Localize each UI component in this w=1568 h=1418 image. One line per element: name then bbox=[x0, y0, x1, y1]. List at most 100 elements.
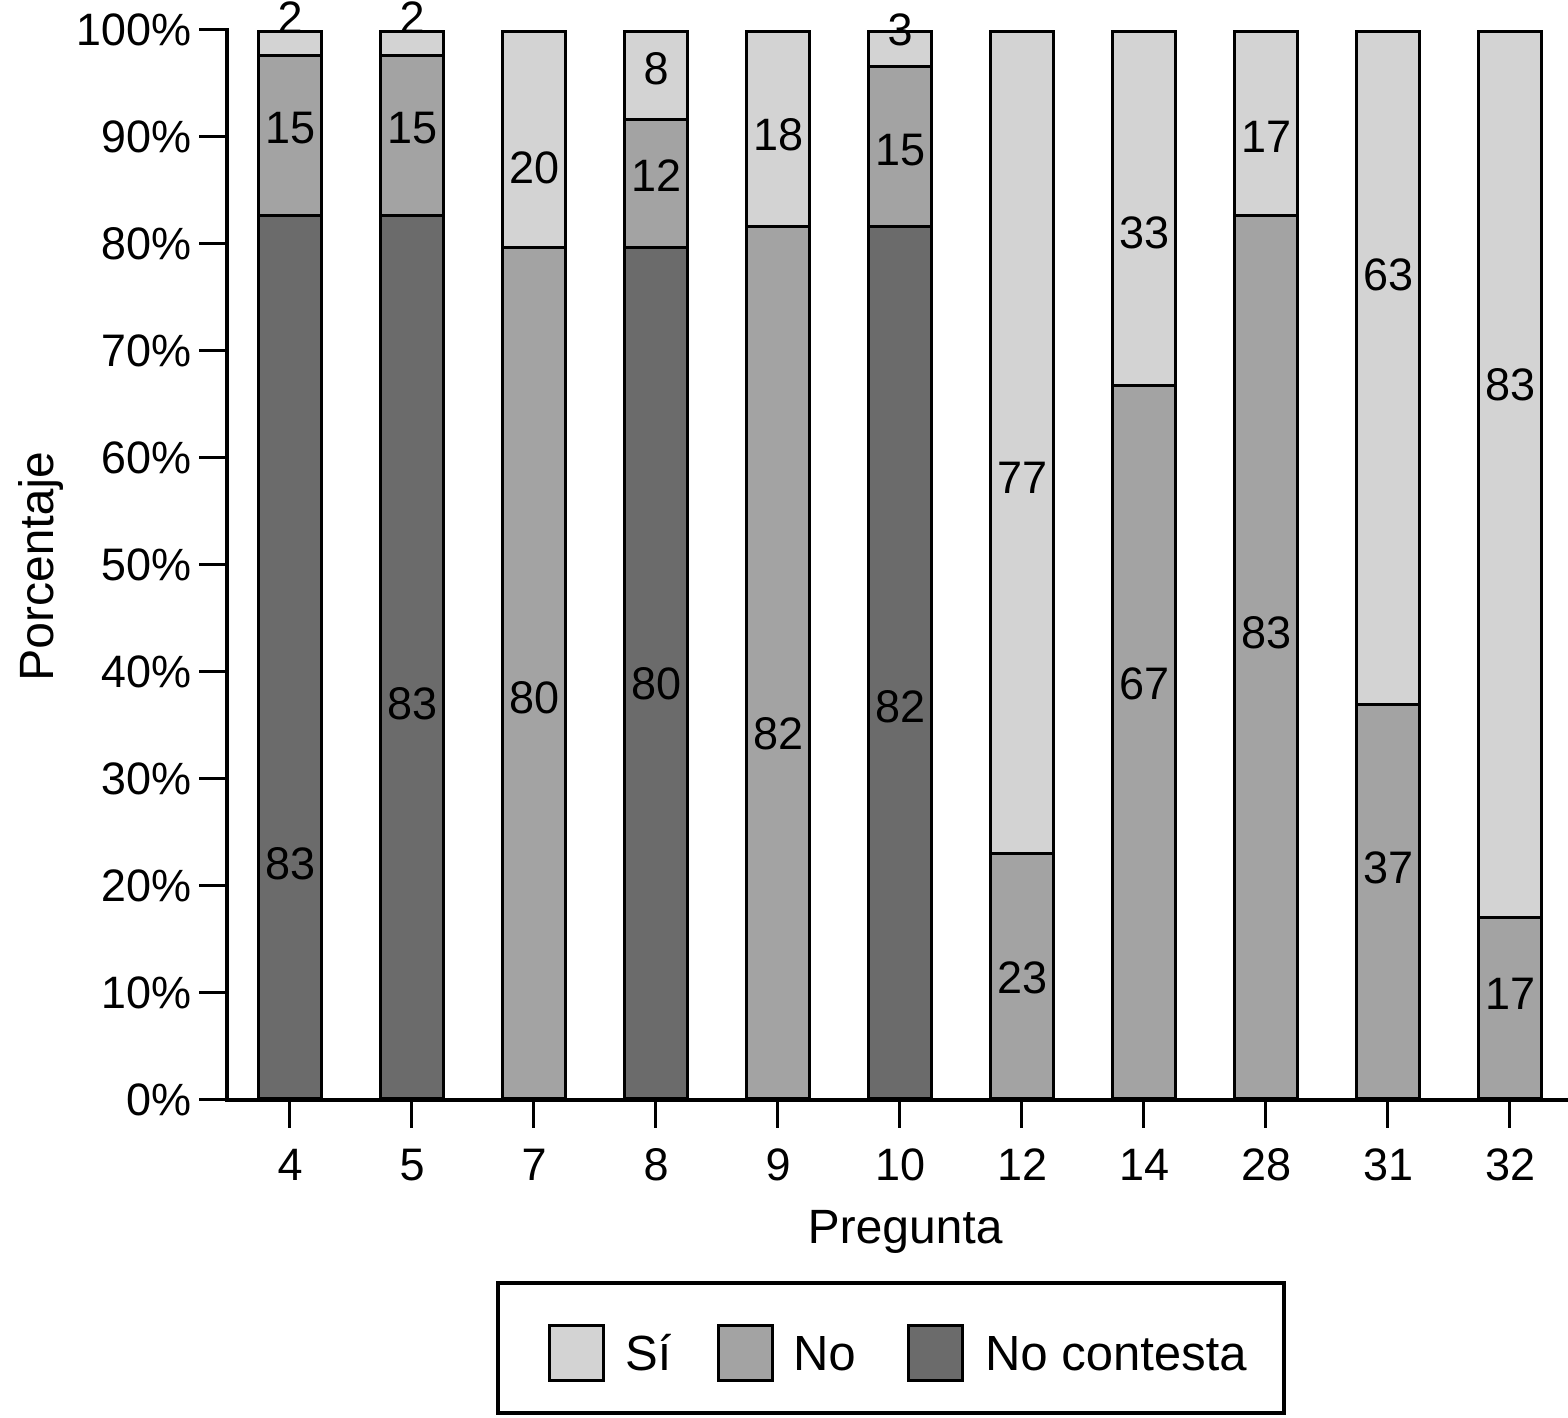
bar-value-label: 8 bbox=[643, 42, 669, 94]
bar-segment-sí bbox=[382, 33, 442, 54]
x-tick-label: 31 bbox=[1362, 1139, 1414, 1190]
y-axis-line bbox=[225, 28, 229, 1102]
x-tick-label: 9 bbox=[765, 1139, 791, 1190]
x-tick-mark bbox=[1386, 1102, 1389, 1128]
bar-value-label: 20 bbox=[508, 142, 560, 194]
legend-label-no-contesta: No contesta bbox=[985, 1327, 1247, 1381]
bar-segment-no bbox=[992, 852, 1052, 1097]
bar-value-label: 12 bbox=[630, 149, 682, 201]
x-tick-label: 4 bbox=[277, 1139, 303, 1190]
bar-value-label: 23 bbox=[996, 952, 1048, 1004]
y-tick-label: 10% bbox=[100, 967, 191, 1018]
bar-value-label: 2 bbox=[277, 0, 303, 44]
bar-segment-no-contesta bbox=[260, 214, 320, 1097]
bar-value-label: 17 bbox=[1484, 968, 1536, 1020]
y-tick-label: 30% bbox=[100, 753, 191, 804]
legend-label-no: No bbox=[793, 1327, 856, 1381]
x-tick-label: 7 bbox=[521, 1139, 547, 1190]
y-tick-mark bbox=[199, 242, 226, 245]
x-tick-mark bbox=[532, 1102, 535, 1128]
x-tick-label: 28 bbox=[1240, 1139, 1292, 1190]
bar-segment-no-contesta bbox=[626, 246, 686, 1097]
bar-segment-no bbox=[504, 246, 564, 1097]
y-tick-label: 60% bbox=[100, 432, 191, 483]
bar-value-label: 2 bbox=[399, 0, 425, 44]
x-tick-label: 12 bbox=[996, 1139, 1048, 1190]
bar-value-label: 77 bbox=[996, 452, 1048, 504]
x-tick-mark bbox=[1020, 1102, 1023, 1128]
y-tick-label: 40% bbox=[100, 646, 191, 697]
bar-value-label: 67 bbox=[1118, 657, 1170, 709]
bar-segment-sí bbox=[1114, 33, 1174, 384]
y-tick-mark bbox=[199, 28, 226, 31]
bar-value-label: 33 bbox=[1118, 207, 1170, 259]
bar-segment-sí bbox=[1236, 33, 1296, 214]
y-tick-mark bbox=[199, 135, 226, 138]
x-tick-label: 5 bbox=[399, 1139, 425, 1190]
x-axis-title: Pregunta bbox=[807, 1201, 1003, 1254]
bar-value-label: 15 bbox=[264, 102, 316, 154]
x-tick-mark bbox=[1142, 1102, 1145, 1128]
bar-12 bbox=[989, 30, 1055, 1100]
x-tick-mark bbox=[288, 1102, 291, 1128]
bar-value-label: 83 bbox=[264, 837, 316, 889]
y-tick-mark bbox=[199, 991, 226, 994]
legend-label-sí: Sí bbox=[625, 1327, 672, 1381]
bar-segment-no bbox=[260, 54, 320, 214]
bar-4 bbox=[257, 30, 323, 1100]
bar-segment-sí bbox=[504, 33, 564, 246]
bar-7 bbox=[501, 30, 567, 1100]
bar-value-label: 37 bbox=[1362, 841, 1414, 893]
x-tick-mark bbox=[776, 1102, 779, 1128]
bar-value-label: 3 bbox=[887, 4, 913, 55]
x-axis-line bbox=[225, 1098, 1568, 1102]
y-tick-label: 20% bbox=[100, 860, 191, 911]
bar-value-label: 15 bbox=[386, 102, 438, 154]
bar-segment-no bbox=[1236, 214, 1296, 1097]
bar-value-label: 82 bbox=[752, 708, 804, 760]
bar-segment-sí bbox=[260, 33, 320, 54]
y-tick-mark bbox=[199, 670, 226, 673]
y-tick-label: 0% bbox=[125, 1074, 191, 1125]
bar-value-label: 83 bbox=[386, 678, 438, 730]
bar-segment-no bbox=[870, 65, 930, 225]
bar-segment-no bbox=[1480, 916, 1540, 1097]
legend-swatch-no-contesta bbox=[907, 1324, 964, 1382]
bar-9 bbox=[745, 30, 811, 1100]
bar-segment-sí bbox=[1480, 33, 1540, 916]
bar-value-label: 80 bbox=[630, 657, 682, 709]
x-tick-label: 8 bbox=[643, 1139, 669, 1190]
x-tick-label: 32 bbox=[1484, 1139, 1536, 1190]
bar-segment-no bbox=[748, 225, 808, 1097]
bar-10 bbox=[867, 30, 933, 1100]
bar-value-label: 83 bbox=[1240, 607, 1292, 659]
bar-5 bbox=[379, 30, 445, 1100]
x-tick-mark bbox=[898, 1102, 901, 1128]
bar-value-label: 83 bbox=[1484, 359, 1536, 411]
y-tick-label: 100% bbox=[75, 4, 191, 55]
bar-value-label: 82 bbox=[874, 681, 926, 733]
y-tick-mark bbox=[199, 349, 226, 352]
bar-31 bbox=[1355, 30, 1421, 1100]
bar-segment-sí bbox=[1358, 33, 1418, 703]
y-tick-mark bbox=[199, 1098, 226, 1101]
bar-segment-no bbox=[1358, 703, 1418, 1097]
bar-segment-sí bbox=[992, 33, 1052, 852]
bar-segment-no bbox=[382, 54, 442, 214]
bar-value-label: 18 bbox=[752, 108, 804, 160]
y-tick-mark bbox=[199, 884, 226, 887]
y-tick-label: 50% bbox=[100, 539, 191, 590]
x-tick-label: 10 bbox=[874, 1139, 926, 1190]
bar-segment-sí bbox=[748, 33, 808, 225]
y-tick-mark bbox=[199, 777, 226, 780]
x-tick-mark bbox=[654, 1102, 657, 1128]
x-tick-mark bbox=[1264, 1102, 1267, 1128]
y-tick-label: 70% bbox=[100, 325, 191, 376]
x-tick-mark bbox=[1508, 1102, 1511, 1128]
x-tick-label: 14 bbox=[1118, 1139, 1170, 1190]
bar-14 bbox=[1111, 30, 1177, 1100]
bar-segment-no-contesta bbox=[870, 225, 930, 1097]
bar-32 bbox=[1477, 30, 1543, 1100]
bar-segment-no bbox=[1114, 384, 1174, 1097]
